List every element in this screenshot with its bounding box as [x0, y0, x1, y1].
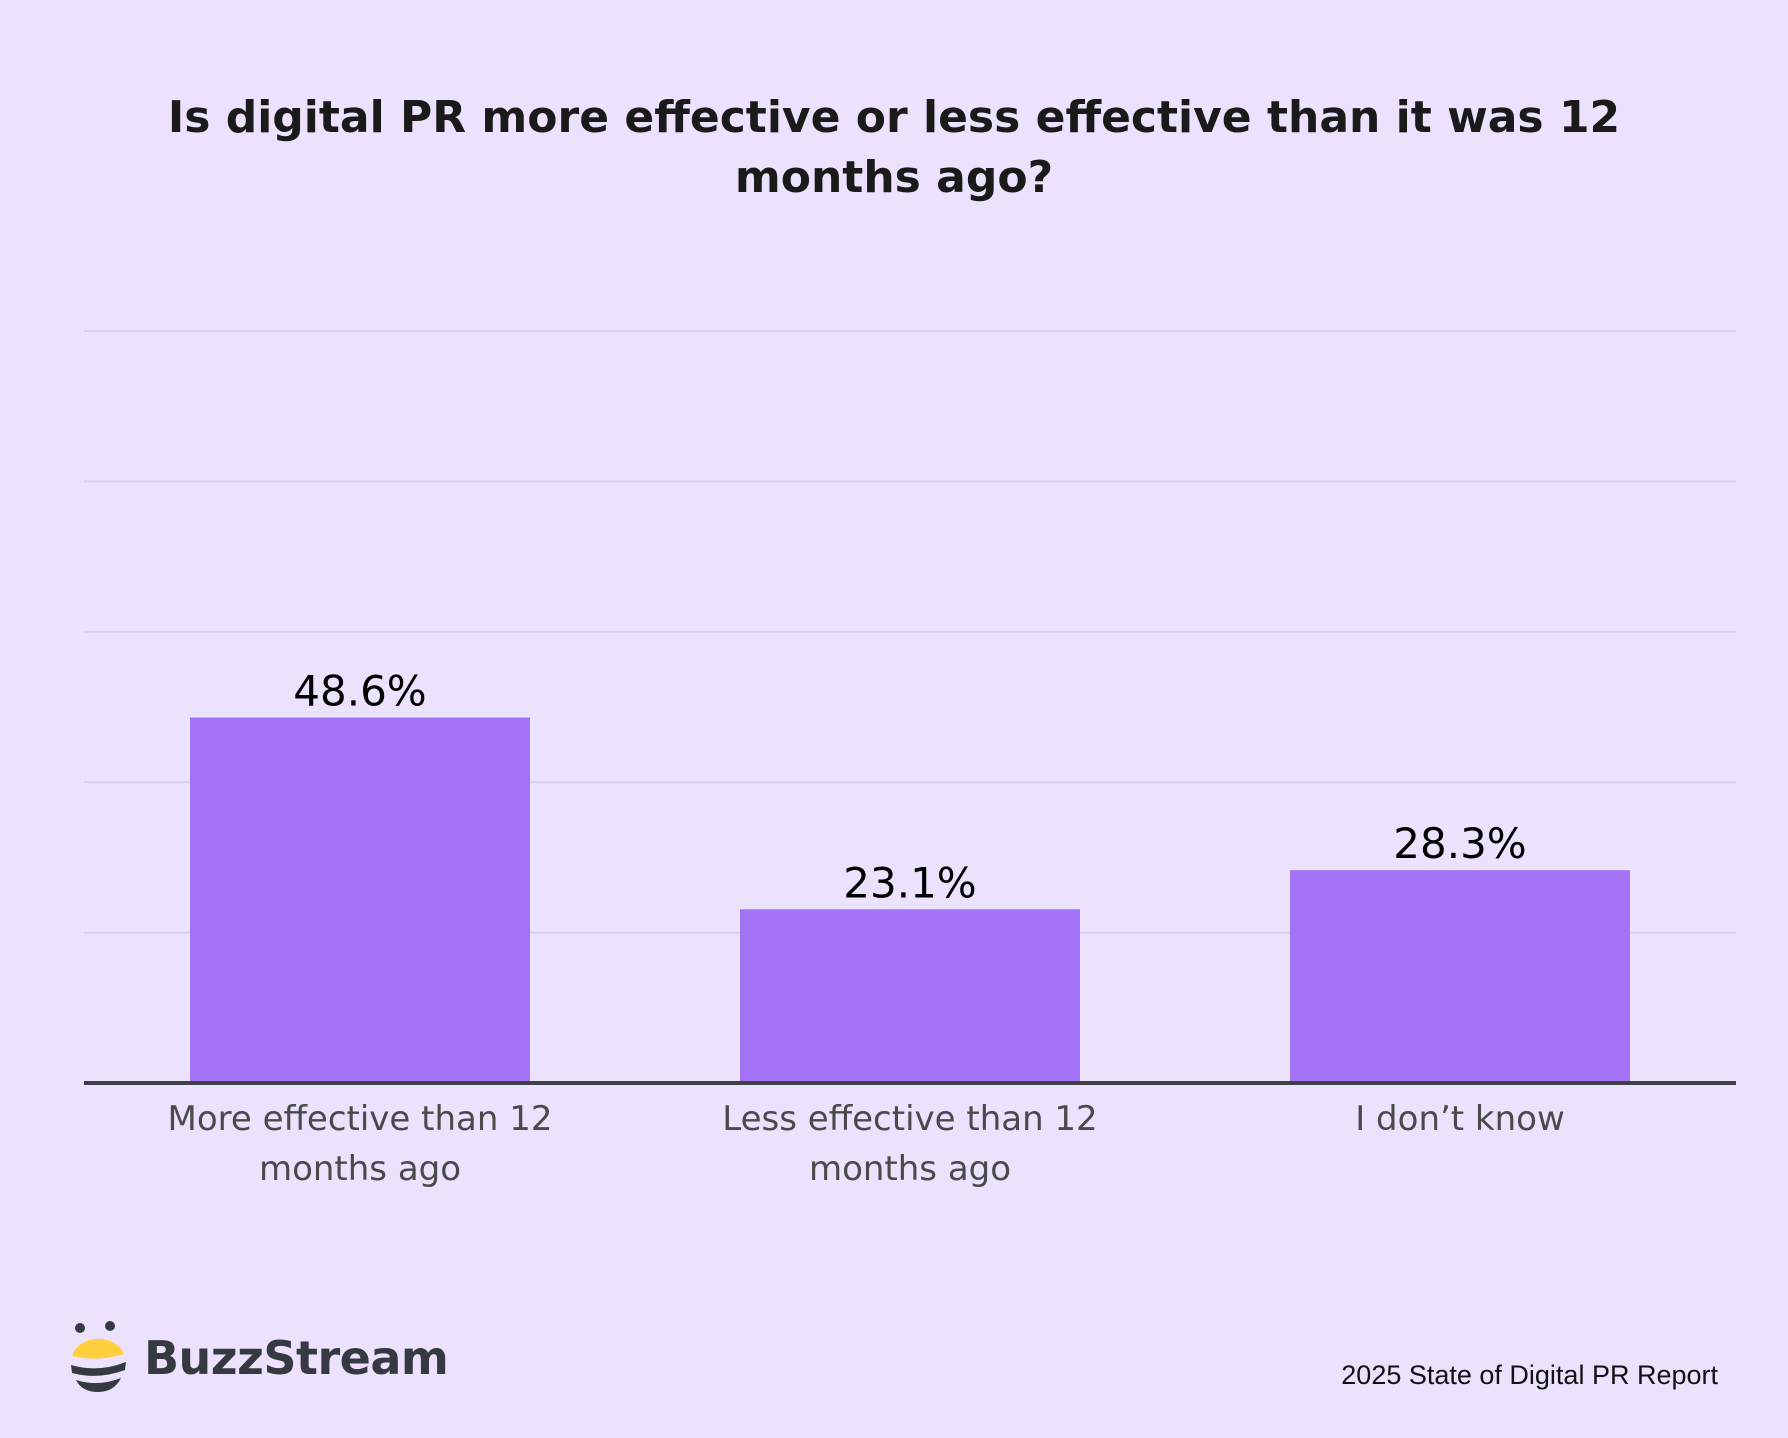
data-label: 28.3% [1393, 819, 1526, 868]
bee-icon [71, 1321, 126, 1392]
buzzstream-logo: BuzzStream [70, 1318, 449, 1398]
data-label: 23.1% [843, 858, 976, 907]
x-tick-label: months ago [259, 1149, 461, 1189]
report-name: 2025 State of Digital PR Report [1341, 1360, 1718, 1390]
x-tick-label: Less effective than 12 [722, 1099, 1097, 1139]
x-tick-label: I don’t know [1355, 1099, 1565, 1139]
bar [740, 909, 1080, 1083]
data-label: 48.6% [293, 667, 426, 716]
bar [190, 717, 530, 1083]
bar [1290, 870, 1630, 1083]
chart-title: Is digital PR more effective or less eff… [167, 92, 1621, 203]
logo-text: BuzzStream [144, 1331, 449, 1385]
x-tick-label: More effective than 12 [167, 1099, 552, 1139]
x-tick-label: months ago [809, 1149, 1011, 1189]
